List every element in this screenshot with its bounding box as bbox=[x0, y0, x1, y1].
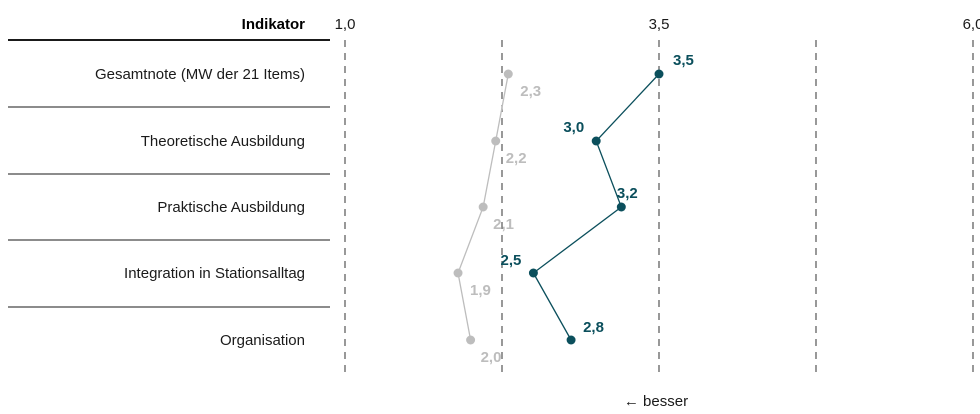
category-labels: Gesamtnote (MW der 21 Items) Theoretische… bbox=[95, 66, 305, 349]
series-ref-data-label-1: 2,2 bbox=[506, 150, 527, 167]
gridlines bbox=[344, 40, 974, 378]
series-main-point-1 bbox=[591, 136, 601, 146]
series-main-data-label-2: 3,2 bbox=[617, 185, 638, 202]
series-main-point-4 bbox=[566, 335, 576, 345]
series-main-point-2 bbox=[616, 202, 626, 212]
series-ref-point-3 bbox=[453, 268, 463, 278]
series-ref-point-1 bbox=[491, 136, 501, 146]
category-label-0: Gesamtnote (MW der 21 Items) bbox=[95, 66, 305, 83]
series-ref-point-0 bbox=[503, 69, 513, 79]
series-main-data-label-3: 2,5 bbox=[501, 252, 522, 269]
series-ref-point-2 bbox=[478, 202, 488, 212]
series-ref-data-label-2: 2,1 bbox=[493, 216, 514, 233]
x-tick-label-1: 3,5 bbox=[649, 16, 670, 33]
category-label-1: Theoretische Ausbildung bbox=[141, 133, 305, 150]
row-separators bbox=[8, 39, 330, 308]
series-main-data-label-0: 3,5 bbox=[673, 52, 694, 69]
x-tick-label-2: 6,0 bbox=[963, 16, 980, 33]
series-main-point-3 bbox=[528, 268, 538, 278]
series-main-point-0 bbox=[654, 69, 664, 79]
series-main-line bbox=[532, 73, 660, 341]
series-main-data-label-1: 3,0 bbox=[563, 119, 584, 136]
series-ref-data-label-3: 1,9 bbox=[470, 282, 491, 299]
x-tick-labels: 1,0 3,5 6,0 bbox=[335, 16, 980, 33]
series: 2,3 2,2 2,1 1,9 2,0 3,5 3,0 3,2 2,5 2,8 bbox=[453, 52, 694, 366]
series-main-data-label-4: 2,8 bbox=[583, 319, 604, 336]
category-label-2: Praktische Ausbildung bbox=[157, 199, 305, 216]
category-label-3: Integration in Stationsalltag bbox=[124, 265, 305, 282]
series-ref-data-label-4: 2,0 bbox=[481, 349, 502, 366]
x-tick-label-0: 1,0 bbox=[335, 16, 356, 33]
series-ref-data-label-0: 2,3 bbox=[520, 83, 541, 100]
direction-note: ← besser bbox=[624, 393, 688, 410]
series-ref-point-4 bbox=[466, 335, 476, 345]
category-label-4: Organisation bbox=[220, 332, 305, 349]
indicator-header: Indikator bbox=[242, 16, 306, 33]
